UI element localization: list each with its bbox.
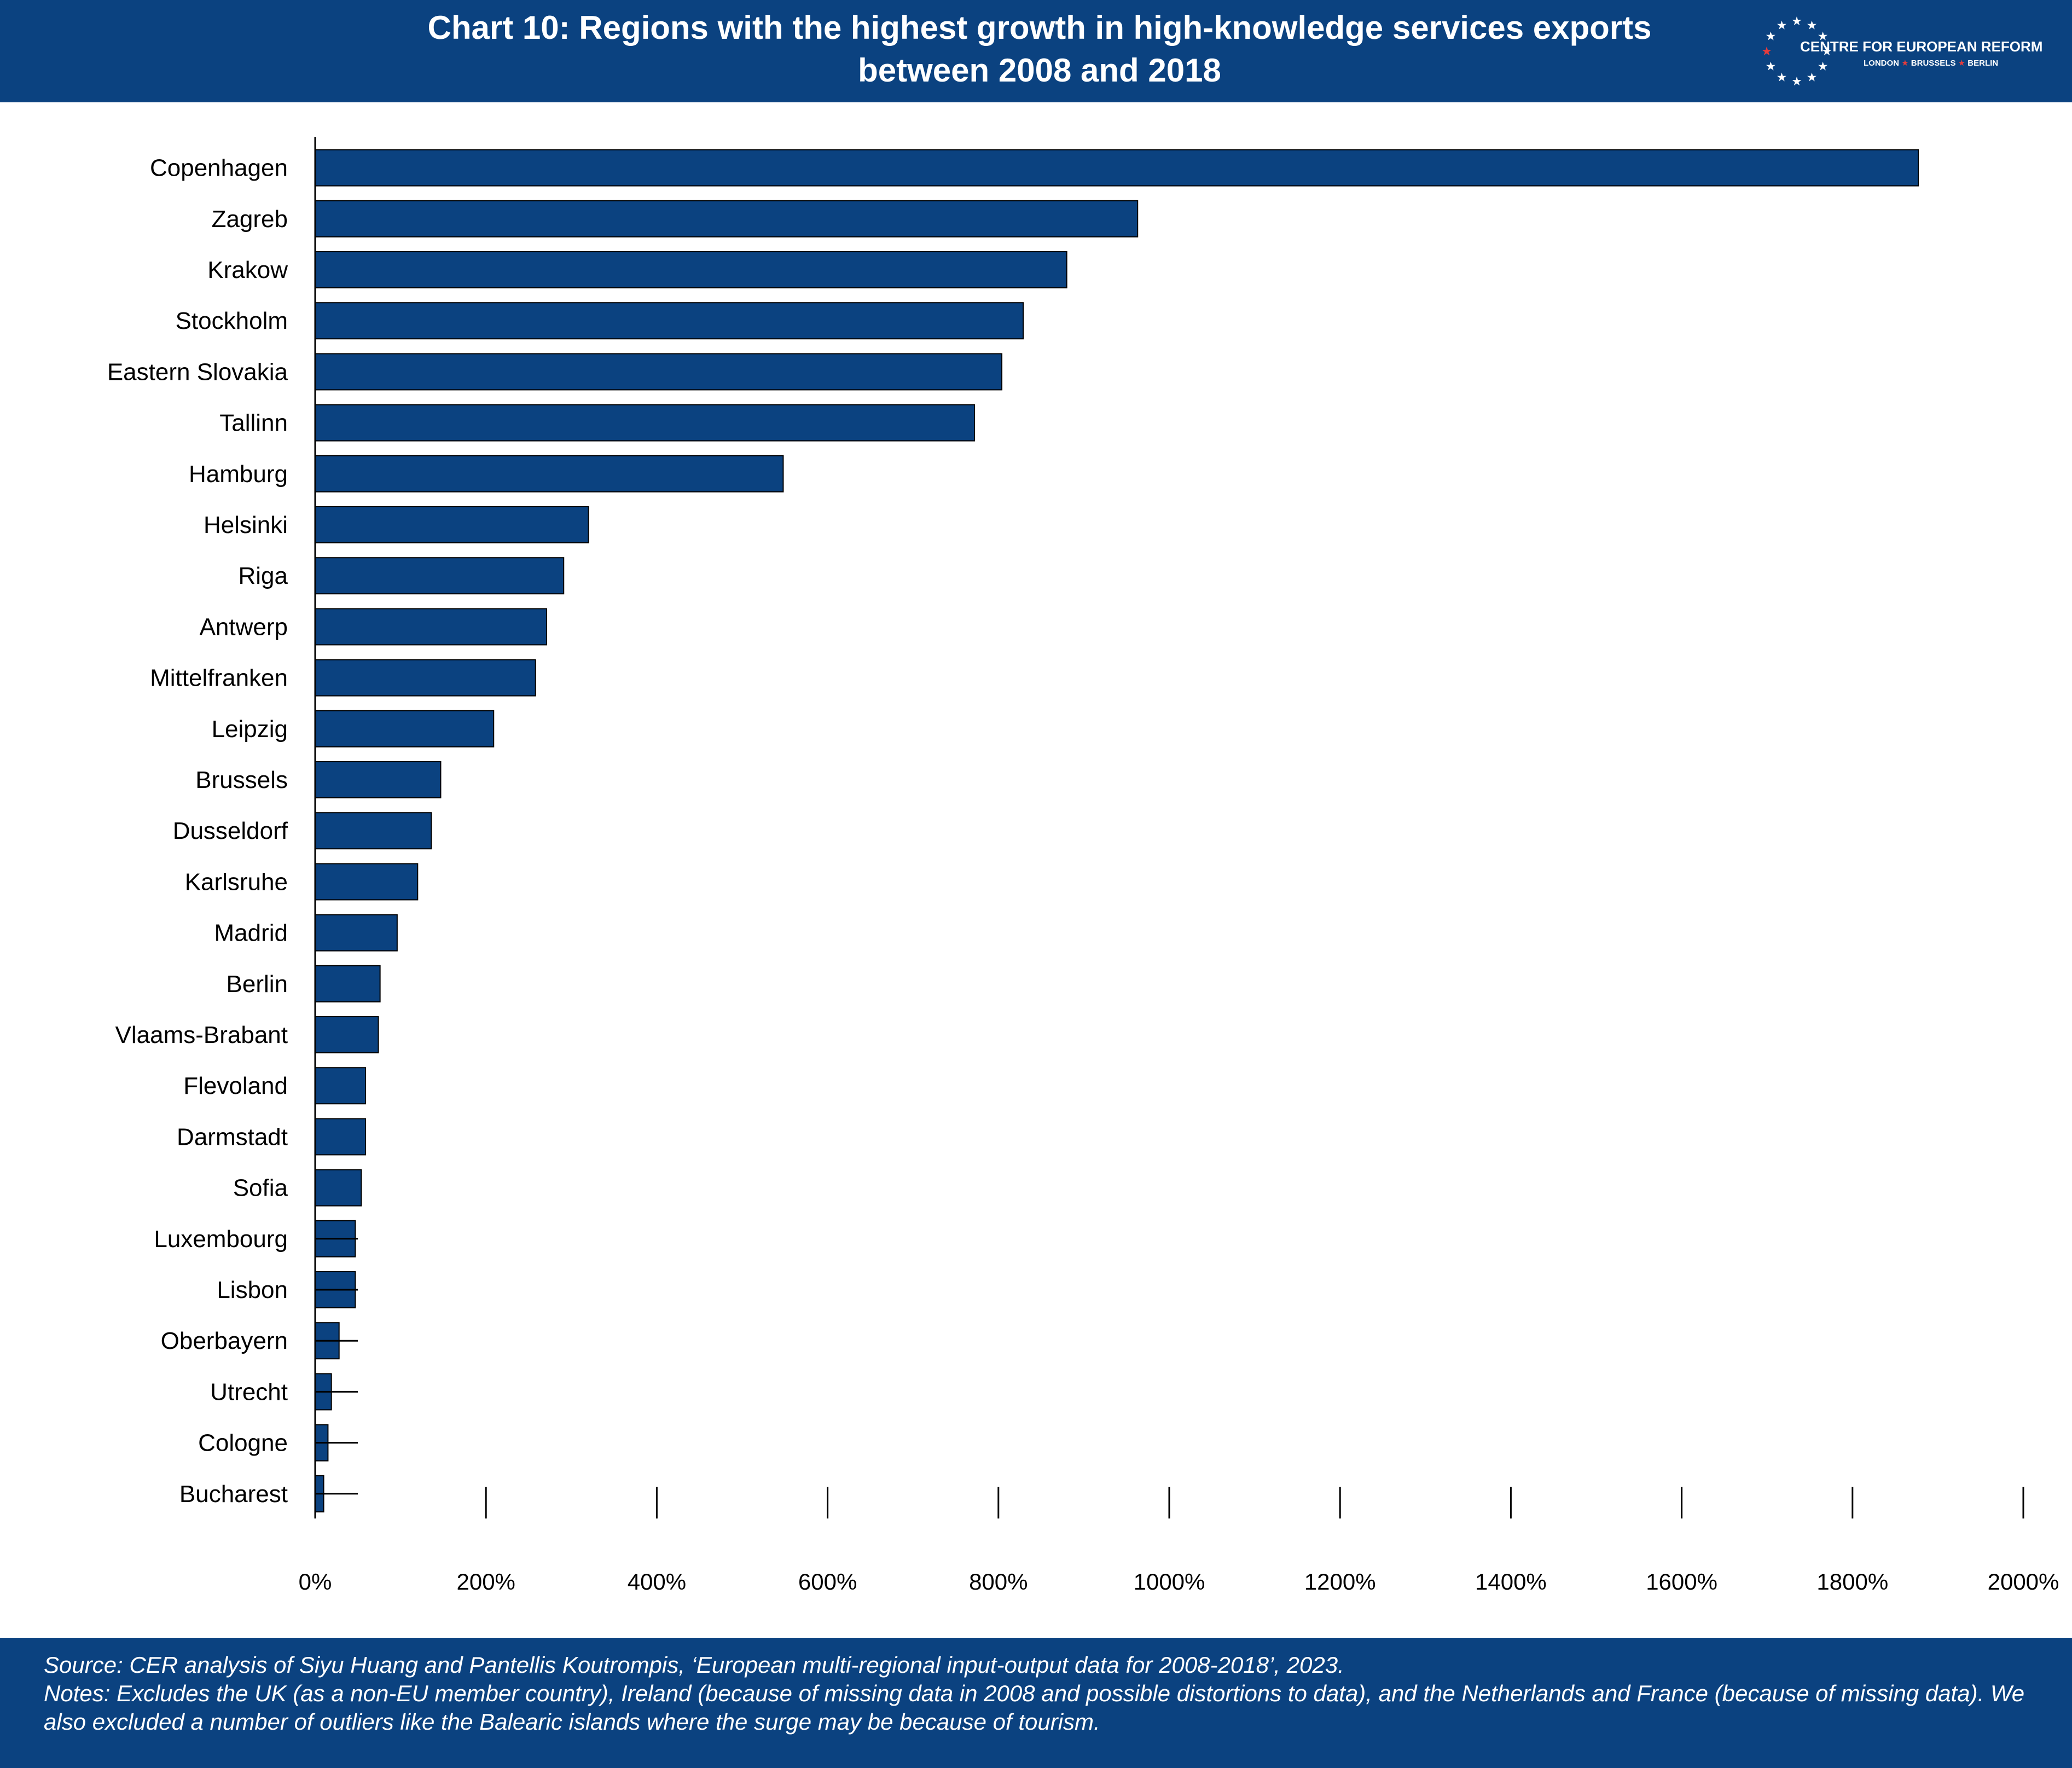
notes: Notes: Excludes the UK (as a non-EU memb…	[44, 1680, 2025, 1735]
category-label: Utrecht	[210, 1378, 288, 1405]
logo-city-london: LONDON	[1864, 59, 1899, 68]
x-tick-label: 1600%	[1646, 1569, 1717, 1595]
star-icon: ★	[1807, 71, 1818, 85]
star-icon: ★	[1821, 45, 1832, 59]
bar	[315, 914, 398, 952]
category-label: Flevoland	[183, 1073, 288, 1099]
category-label: Cologne	[198, 1430, 288, 1457]
chart-header: Chart 10: Regions with the highest growt…	[0, 0, 2072, 102]
star-icon: ★	[1777, 71, 1787, 85]
cer-logo: ★ ★ ★ ★ ★ ★ ★ ★ ★ ★ ★ ★ CENTRE FOR EUROPEAN REFORM …	[1756, 11, 2042, 93]
star-icon: ★	[1818, 60, 1829, 74]
category-label: Riga	[239, 563, 288, 589]
logo-city-berlin: BERLIN	[1967, 59, 1999, 68]
category-label: Lisbon	[217, 1277, 288, 1303]
category-label: Leipzig	[212, 716, 288, 743]
category-label: Vlaams-Brabant	[115, 1022, 288, 1048]
bar	[315, 455, 784, 492]
category-label: Sofia	[233, 1175, 288, 1202]
category-label: Antwerp	[200, 613, 288, 640]
category-label: Luxembourg	[154, 1226, 288, 1253]
bar	[315, 404, 976, 442]
x-tick-label: 400%	[628, 1569, 686, 1595]
category-label: Copenhagen	[150, 155, 288, 182]
bar	[315, 863, 419, 901]
bar	[315, 761, 442, 798]
star-icon: ★	[1791, 75, 1802, 89]
chart-title-line-1: Chart 10: Regions with the highest growt…	[427, 9, 1652, 46]
bar	[315, 506, 589, 543]
x-tick-label: 1400%	[1475, 1569, 1547, 1595]
logo-city-brussels: BRUSSELS	[1911, 59, 1956, 68]
category-label: Berlin	[227, 971, 288, 998]
category-label: Tallinn	[219, 410, 288, 437]
bar	[315, 1169, 362, 1207]
bar	[315, 812, 432, 850]
star-icon: ★	[1766, 60, 1777, 74]
bar	[315, 1067, 367, 1105]
category-label: Zagreb	[212, 206, 288, 233]
category-label: Darmstadt	[177, 1123, 288, 1150]
bar	[315, 200, 1139, 237]
x-tick-label: 800%	[969, 1569, 1028, 1595]
bar	[315, 1118, 367, 1156]
category-label: Hamburg	[189, 461, 288, 488]
bar	[315, 710, 495, 747]
x-tick-label: 1200%	[1304, 1569, 1376, 1595]
logo-name: CENTRE FOR EUROPEAN REFORM	[1800, 38, 2043, 55]
category-label: Helsinki	[204, 512, 288, 538]
star-icon: ★	[1791, 15, 1802, 28]
red-star-icon: ★	[1958, 59, 1966, 68]
eu-stars-icon: ★ ★★★★★★★★★★★	[1761, 15, 1832, 89]
x-tick-label: 200%	[456, 1569, 515, 1595]
category-label: Oberbayern	[161, 1328, 288, 1354]
bar	[315, 302, 1024, 340]
star-icon: ★	[1807, 19, 1818, 32]
category-label: Dusseldorf	[173, 818, 288, 844]
x-tick-label: 0%	[299, 1569, 332, 1595]
category-label: Mittelfranken	[150, 665, 288, 692]
chart-title: Chart 10: Regions with the highest growt…	[306, 7, 1773, 92]
bar	[315, 965, 381, 1002]
category-label: Brussels	[195, 767, 288, 793]
category-label: Krakow	[207, 257, 288, 283]
bar	[315, 659, 536, 697]
bar	[315, 557, 565, 595]
logo-cities: LONDON ★ BRUSSELS ★ BERLIN	[1864, 58, 1998, 68]
category-label: Madrid	[214, 920, 288, 947]
star-icon: ★	[1777, 19, 1787, 32]
bar-chart: Copenhagen Zagreb Krakow Stockholm Eastern S…	[107, 137, 2059, 1595]
red-star-icon: ★	[1901, 59, 1909, 68]
category-label: Bucharest	[179, 1481, 288, 1508]
chart-footer: Source: CER analysis of Siyu Huang and P…	[0, 1638, 2072, 1768]
bar	[315, 149, 1919, 187]
chart-title-line-2: between 2008 and 2018	[858, 52, 1221, 89]
source-note: Source: CER analysis of Siyu Huang and P…	[44, 1652, 1344, 1678]
x-tick-label: 1000%	[1134, 1569, 1205, 1595]
x-tick-label: 600%	[798, 1569, 857, 1595]
category-label: Eastern Slovakia	[107, 358, 288, 385]
category-label: Stockholm	[176, 308, 288, 334]
bar	[315, 608, 548, 646]
x-tick-label: 2000%	[1988, 1569, 2059, 1595]
bar	[315, 353, 1003, 391]
star-icon: ★	[1766, 30, 1777, 44]
bar	[315, 251, 1067, 288]
x-tick-label: 1800%	[1816, 1569, 1888, 1595]
bar	[315, 1016, 379, 1053]
red-star-icon: ★	[1761, 45, 1772, 59]
category-label: Karlsruhe	[185, 868, 288, 895]
star-icon: ★	[1818, 30, 1829, 44]
